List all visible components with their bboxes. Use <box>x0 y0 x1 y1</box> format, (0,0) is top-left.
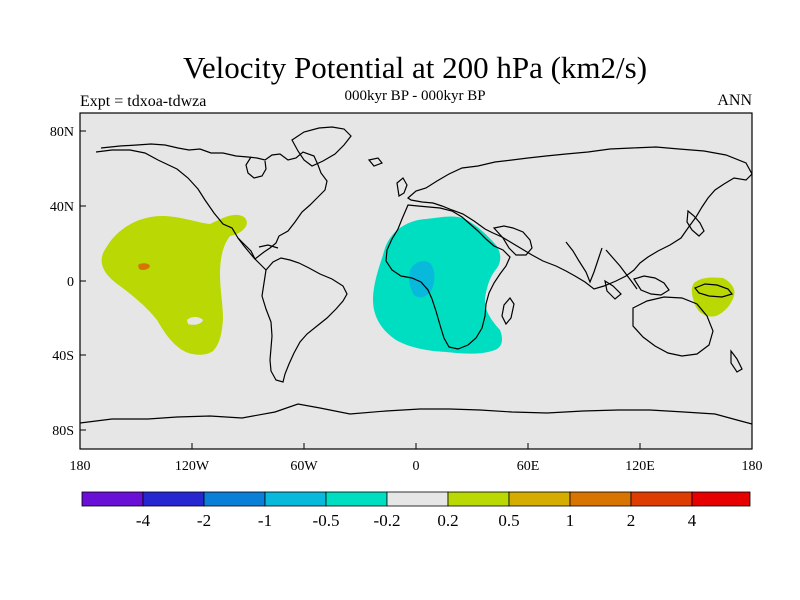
colorbar-swatch-8 <box>569 491 632 507</box>
cuba-outline <box>258 244 279 249</box>
latitude-ticks <box>80 130 86 431</box>
central-america-coastline <box>237 237 267 271</box>
iceland-outline <box>367 157 383 167</box>
pacific-neutral-hole <box>187 317 203 325</box>
australia-coastline <box>632 296 714 357</box>
colorbar-swatch-2 <box>203 491 266 507</box>
colorbar-swatch-6 <box>447 491 510 507</box>
chart-subtitle: 000kyr BP - 000kyr BP <box>344 88 486 104</box>
southeast-asia-outline <box>605 249 638 290</box>
colorbar-swatch-4 <box>325 491 388 507</box>
colorbar: -4 -2 -1 -0.5 -0.2 0.2 0.5 1 2 4 <box>81 491 751 530</box>
sumatra-outline <box>604 279 622 300</box>
greenland-coastline <box>291 126 352 167</box>
lon-label-180-right: 180 <box>742 459 763 474</box>
colorbar-swatch-3 <box>264 491 327 507</box>
chart-title: Velocity Potential at 200 hPa (km2/s) <box>182 50 648 85</box>
lat-label-40s: 40S <box>52 349 74 364</box>
africa-coastline <box>385 204 511 350</box>
antarctica-coastline <box>80 403 752 425</box>
eurasia-coastline <box>407 146 752 290</box>
colorbar-label-0: -4 <box>136 511 151 530</box>
coastlines <box>80 126 752 425</box>
lon-label-120e: 120E <box>625 459 655 474</box>
shaded-regions <box>101 214 735 355</box>
india-outline <box>565 241 603 284</box>
season-label: ANN <box>717 92 752 109</box>
experiment-label: Expt = tdxoa-tdwza <box>80 93 207 110</box>
colorbar-label-9: 4 <box>688 511 697 530</box>
lat-label-80s: 80S <box>52 424 74 439</box>
lon-label-60e: 60E <box>517 459 540 474</box>
lat-label-0: 0 <box>67 275 74 290</box>
colorbar-label-8: 2 <box>627 511 636 530</box>
british-isles-outline <box>396 177 408 197</box>
colorbar-label-2: -1 <box>258 511 272 530</box>
new-guinea-outline <box>694 283 734 298</box>
south-america-coastline <box>261 257 348 383</box>
arabian-peninsula-outline <box>492 225 533 256</box>
hudson-bay-outline <box>245 156 267 179</box>
colorbar-swatch-1 <box>142 491 205 507</box>
pacific-positive-anomaly <box>101 214 247 355</box>
colorbar-label-6: 0.5 <box>498 511 519 530</box>
colorbar-swatch-7 <box>508 491 571 507</box>
japan-outline <box>686 209 705 237</box>
new-zealand-outline <box>730 349 743 373</box>
africa-stronger-negative-core <box>409 261 435 298</box>
colorbar-swatch-10 <box>691 491 751 507</box>
pacific-small-orange-patch <box>138 263 150 270</box>
indonesia-outline <box>633 275 670 296</box>
lon-label-60w: 60W <box>290 459 318 474</box>
colorbar-label-4: -0.2 <box>374 511 401 530</box>
lon-label-180-left: 180 <box>70 459 91 474</box>
longitude-ticks <box>79 443 753 449</box>
colorbar-swatch-0 <box>81 491 144 507</box>
colorbar-label-5: 0.2 <box>437 511 458 530</box>
colorbar-label-1: -2 <box>197 511 211 530</box>
colorbar-label-7: 1 <box>566 511 575 530</box>
africa-negative-anomaly <box>373 216 503 354</box>
north-america-coastline <box>95 143 328 260</box>
colorbar-swatch-9 <box>630 491 693 507</box>
lat-label-80n: 80N <box>50 125 74 140</box>
madagascar-outline <box>501 297 515 326</box>
lon-label-120w: 120W <box>175 459 210 474</box>
colorbar-swatch-5 <box>386 491 449 507</box>
lat-label-40n: 40N <box>50 200 74 215</box>
colorbar-label-3: -0.5 <box>313 511 340 530</box>
lon-label-0: 0 <box>413 459 420 474</box>
